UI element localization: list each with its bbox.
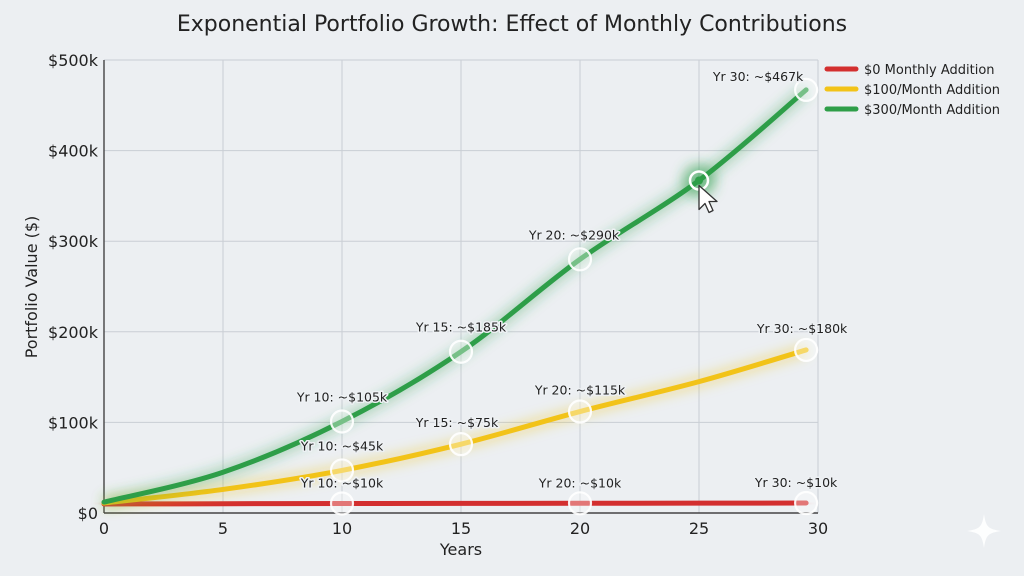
axes: 0 5 10 15 20 25 30 $0 $100k $200k $300k $400k $500k xyxy=(48,51,828,538)
series-lines xyxy=(101,85,810,510)
data-point-label: Yr 30: ~$10k xyxy=(754,475,838,490)
data-point-marker xyxy=(329,491,355,516)
data-point-marker xyxy=(567,491,593,516)
y-axis-label: Portfolio Value ($) xyxy=(22,216,41,359)
y-tick-label: $200k xyxy=(48,323,99,342)
data-point-marker xyxy=(448,339,474,364)
data-annotations: Yr 10: ~$10k Yr 20: ~$10k Yr 30: ~$10k Yr 1… xyxy=(294,67,849,492)
x-tick-label: 20 xyxy=(570,519,590,538)
data-point-label: Yr 30: ~$467k xyxy=(712,69,804,84)
data-point-marker xyxy=(793,337,819,363)
legend-entry-label: $0 Monthly Addition xyxy=(864,63,995,78)
x-tick-label: 0 xyxy=(99,519,109,538)
data-point-label: Yr 30: ~$180k xyxy=(756,321,848,336)
data-point-marker xyxy=(329,458,355,483)
data-point-marker xyxy=(793,77,819,102)
legend-entry-label: $100/Month Addition xyxy=(864,83,1000,98)
data-point-marker xyxy=(793,490,819,516)
y-tick-label: $500k xyxy=(48,51,99,70)
chart-title: Exponential Portfolio Growth: Effect of … xyxy=(177,12,847,37)
data-markers xyxy=(329,77,819,516)
data-point-marker xyxy=(329,409,355,434)
data-point-marker xyxy=(448,432,474,457)
data-point-label: Yr 20: ~$290k xyxy=(528,227,620,242)
y-tick-label: $100k xyxy=(48,413,99,432)
grid xyxy=(103,59,819,514)
data-point-marker xyxy=(567,247,593,272)
x-tick-label: 30 xyxy=(808,519,828,538)
series-line xyxy=(101,347,809,506)
legend: $0 Monthly Addition $100/Month Addition $3… xyxy=(824,63,1000,118)
data-point-label: Yr 15: ~$75k xyxy=(415,415,499,430)
sparkle-icon xyxy=(967,514,1001,548)
x-tick-label: 10 xyxy=(332,519,352,538)
data-point-label: Yr 15: ~$185k xyxy=(415,320,507,335)
legend-entry-label: $300/Month Addition xyxy=(864,103,1000,118)
x-tick-label: 5 xyxy=(218,519,228,538)
data-point-label: Yr 20: ~$10k xyxy=(538,475,622,490)
y-tick-label: $0 xyxy=(78,504,98,523)
series-line xyxy=(101,500,809,507)
x-axis-label: Years xyxy=(439,540,482,559)
x-tick-label: 15 xyxy=(451,519,471,538)
x-tick-label: 25 xyxy=(689,519,709,538)
hover-dot xyxy=(695,176,703,185)
mouse-pointer-icon xyxy=(698,184,718,214)
y-tick-label: $400k xyxy=(48,142,99,161)
y-tick-label: $300k xyxy=(48,232,99,251)
data-point-marker xyxy=(567,399,593,424)
data-point-label: Yr 10: ~$45k xyxy=(300,438,384,453)
data-point-label: Yr 10: ~$10k xyxy=(300,475,384,490)
hover-cursor xyxy=(682,163,718,214)
data-point-label: Yr 20: ~$115k xyxy=(534,383,626,398)
data-point-label: Yr 10: ~$105k xyxy=(296,389,388,404)
